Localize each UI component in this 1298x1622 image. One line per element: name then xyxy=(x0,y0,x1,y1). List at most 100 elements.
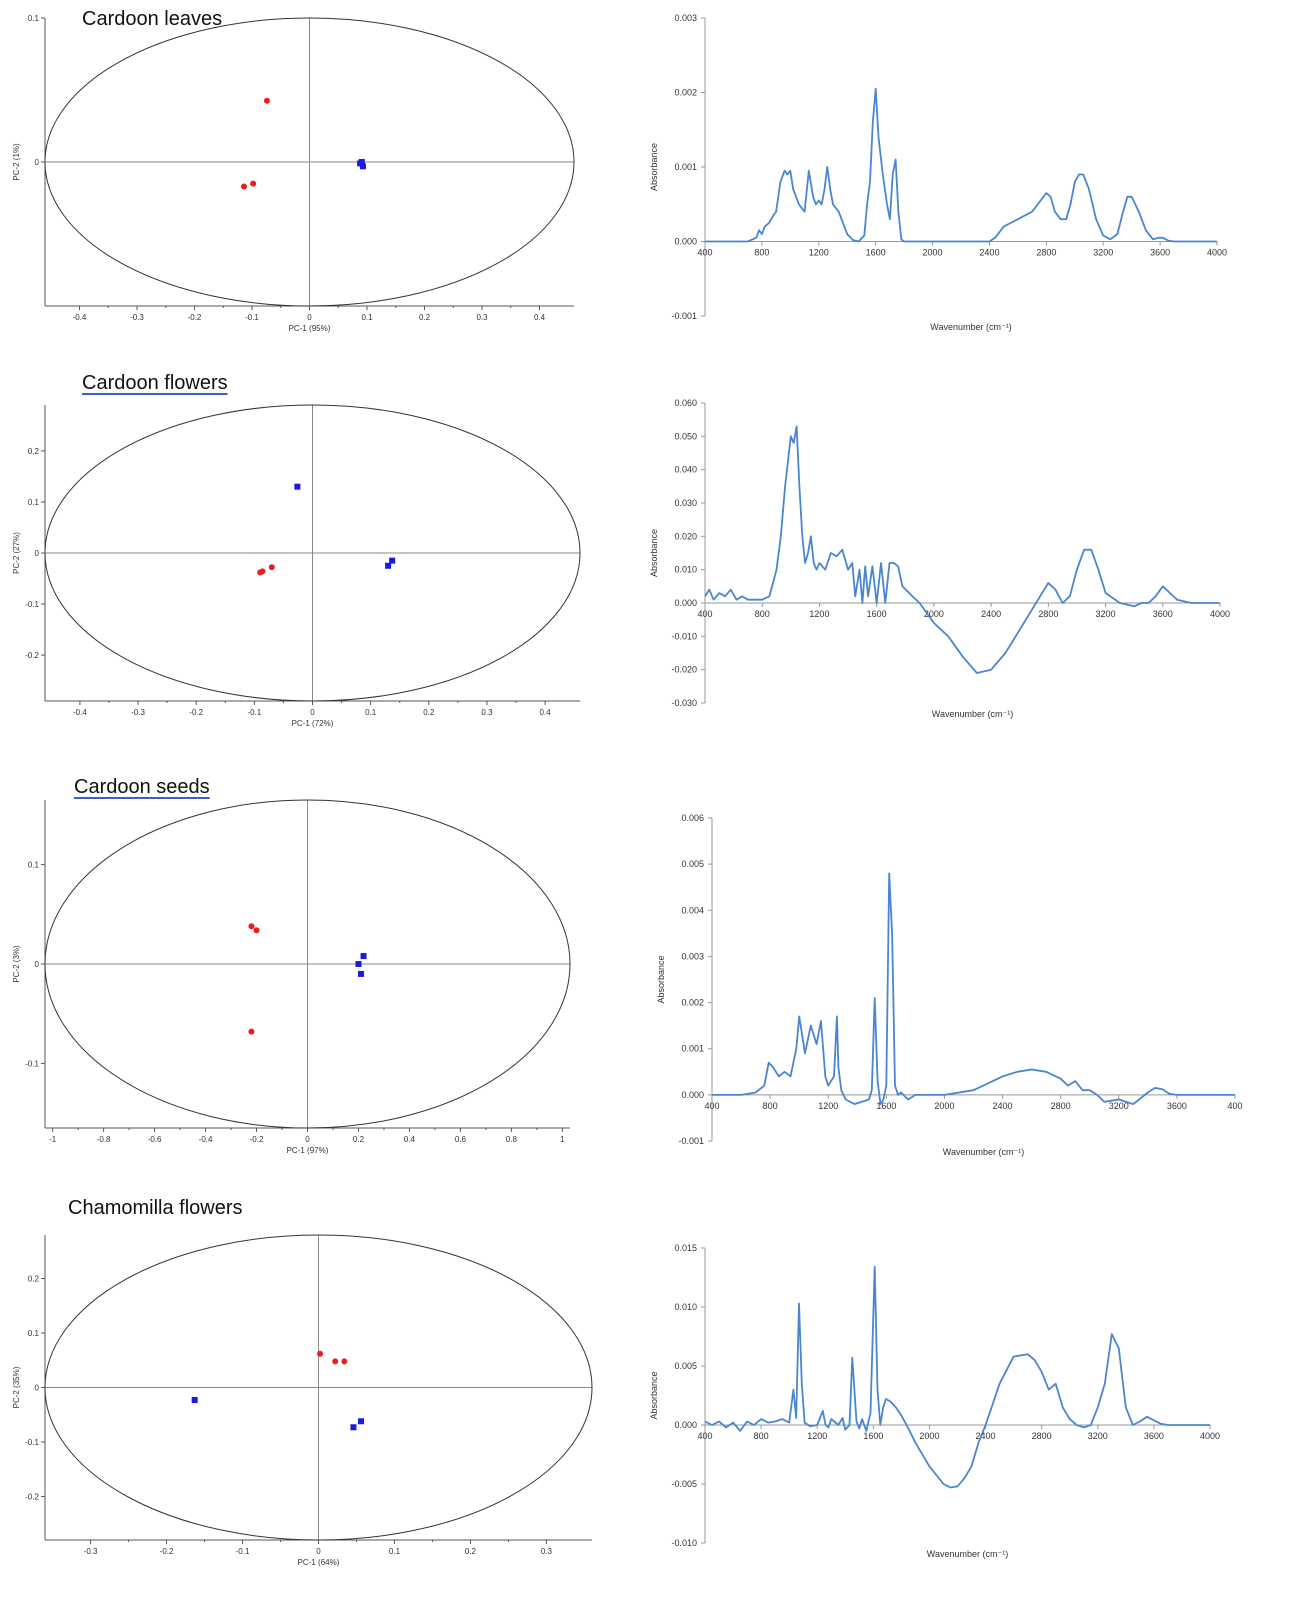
x-tick-label: 400 xyxy=(697,248,712,258)
x-tick-label: 3600 xyxy=(1153,609,1173,619)
x-tick-label: 0.1 xyxy=(361,313,373,322)
x-tick-label: 2400 xyxy=(976,1431,996,1441)
x-axis-title: Wavenumber (cm⁻¹) xyxy=(927,1549,1008,1559)
y-tick-label: -0.2 xyxy=(25,651,39,660)
scatter-point-blue xyxy=(350,1424,357,1431)
scatter-point-blue xyxy=(358,1418,365,1425)
x-tick-label: 1600 xyxy=(863,1431,883,1441)
y-tick-label: -0.1 xyxy=(25,1438,39,1447)
scatter-point-blue xyxy=(191,1397,198,1404)
x-tick-label: 2800 xyxy=(1038,609,1058,619)
x-tick-label: -0.6 xyxy=(148,1135,162,1144)
x-tick-label: 0.4 xyxy=(540,708,552,717)
x-tick-label: 0.2 xyxy=(419,313,431,322)
y-tick-label: 0 xyxy=(35,158,40,167)
scatter-point-blue xyxy=(359,163,366,170)
y-tick-label: 0.002 xyxy=(674,88,697,98)
y-tick-label: 0.003 xyxy=(674,13,697,23)
y-tick-label: 0.060 xyxy=(674,398,697,408)
spectrum-line xyxy=(704,425,1220,674)
y-tick-label: 0.1 xyxy=(28,14,40,23)
y-tick-label: 0.040 xyxy=(674,465,697,475)
x-tick-label: -0.3 xyxy=(84,1547,98,1556)
x-tick-label: -0.4 xyxy=(73,708,87,717)
y-tick-label: -0.010 xyxy=(671,1538,697,1548)
scatter-point-red xyxy=(263,97,270,104)
panel-title-cardoon-leaves: Cardoon leaves xyxy=(82,8,223,30)
x-tick-label: 3600 xyxy=(1150,248,1170,258)
x-tick-label: 0.4 xyxy=(534,313,546,322)
x-tick-label: -0.2 xyxy=(160,1547,174,1556)
x-tick-label: 800 xyxy=(754,248,769,258)
x-tick-label: 2400 xyxy=(993,1101,1013,1111)
y-tick-label: 0.001 xyxy=(674,162,697,172)
y-tick-label: 0.006 xyxy=(681,813,704,823)
y-tick-label: -0.2 xyxy=(25,1492,39,1501)
y-tick-label: 0.000 xyxy=(674,1420,697,1430)
y-tick-label: 0.1 xyxy=(28,1329,40,1338)
x-tick-label: 2000 xyxy=(923,248,943,258)
x-tick-label: 3600 xyxy=(1144,1431,1164,1441)
x-tick-label: 0.1 xyxy=(365,708,377,717)
x-tick-label: 2400 xyxy=(981,609,1001,619)
x-tick-label: 3600 xyxy=(1167,1101,1187,1111)
spectrum-line xyxy=(712,872,1235,1105)
x-tick-label: -0.3 xyxy=(131,708,145,717)
y-axis-title: Absorbance xyxy=(649,143,659,191)
scatter-point-red xyxy=(248,923,255,930)
x-tick-label: 2800 xyxy=(1051,1101,1071,1111)
y-tick-label: 0 xyxy=(35,1384,40,1393)
y-axis-title: Absorbance xyxy=(656,955,666,1003)
x-tick-label: 800 xyxy=(763,1101,778,1111)
scatter-point-red xyxy=(341,1358,348,1365)
y-tick-label: -0.010 xyxy=(671,631,697,641)
scatter-point-blue xyxy=(389,557,396,564)
x-tick-label: -1 xyxy=(49,1135,57,1144)
panel-title-chamomilla-flowers: Chamomilla flowers xyxy=(68,1197,243,1219)
y-tick-label: 0.050 xyxy=(674,431,697,441)
scatter-point-red xyxy=(268,564,275,571)
x-axis-title: PC-1 (97%) xyxy=(287,1146,329,1155)
x-tick-label: -0.1 xyxy=(245,313,259,322)
x-tick-label: 0.4 xyxy=(404,1135,416,1144)
x-tick-label: 0.6 xyxy=(455,1135,467,1144)
x-tick-label: -0.2 xyxy=(250,1135,264,1144)
scatter-point-red xyxy=(332,1358,339,1365)
x-tick-label: 400 xyxy=(697,609,712,619)
x-tick-label: 400 xyxy=(704,1101,719,1111)
x-tick-label: 3200 xyxy=(1093,248,1113,258)
y-axis-title: Absorbance xyxy=(649,1371,659,1419)
x-tick-label: 0.3 xyxy=(476,313,488,322)
panel-title-cardoon-flowers: Cardoon flowers xyxy=(82,372,228,394)
x-tick-label: 0.3 xyxy=(481,708,493,717)
x-tick-label: 4000 xyxy=(1210,609,1230,619)
scatter-point-blue xyxy=(358,159,365,165)
scatter-point-blue xyxy=(294,483,301,490)
y-tick-label: 0.030 xyxy=(674,498,697,508)
x-tick-label: 1200 xyxy=(807,1431,827,1441)
y-tick-label: 0.015 xyxy=(674,1243,697,1253)
x-tick-label: 3200 xyxy=(1088,1431,1108,1441)
x-tick-label: 3200 xyxy=(1109,1101,1129,1111)
y-tick-label: 0 xyxy=(35,960,40,969)
y-tick-label: -0.1 xyxy=(25,1059,39,1068)
x-tick-label: -0.2 xyxy=(188,313,202,322)
x-tick-label: 0 xyxy=(310,708,315,717)
x-tick-label: 800 xyxy=(755,609,770,619)
x-tick-label: 0.2 xyxy=(423,708,435,717)
scatter-point-red xyxy=(240,183,247,190)
x-tick-label: 2800 xyxy=(1032,1431,1052,1441)
x-tick-label: 1200 xyxy=(809,609,829,619)
x-axis-title: PC-1 (72%) xyxy=(292,719,334,728)
y-tick-label: 0.004 xyxy=(681,905,704,915)
x-tick-label: 4000 xyxy=(1207,248,1227,258)
y-tick-label: 0.001 xyxy=(681,1044,704,1054)
x-tick-label: 1600 xyxy=(876,1101,896,1111)
x-axis-title: PC-1 (64%) xyxy=(298,1558,340,1567)
x-axis-title: Wavenumber (cm⁻¹) xyxy=(932,709,1013,719)
